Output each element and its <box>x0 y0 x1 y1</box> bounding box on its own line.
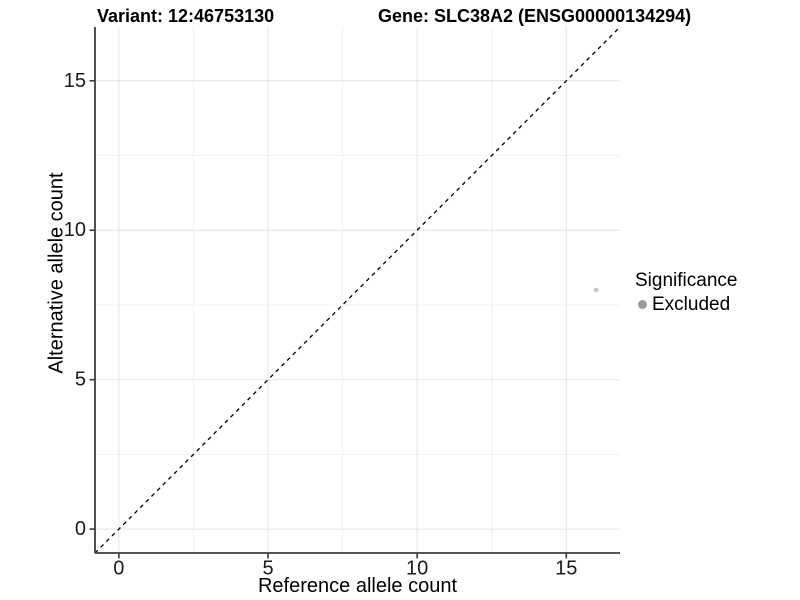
y-axis-title: Alternative allele count <box>45 172 68 374</box>
x-tick-label: 5 <box>262 558 273 580</box>
x-tick-label: 15 <box>555 558 577 580</box>
y-tick-label: 15 <box>64 70 86 92</box>
x-tick-label: 0 <box>113 558 124 580</box>
x-axis-title: Reference allele count <box>257 575 457 597</box>
legend-items: Excluded <box>635 294 737 316</box>
legend-item-label: Excluded <box>652 293 731 315</box>
variant-title: Variant: 12:46753130 <box>97 6 275 26</box>
legend: Significance Excluded <box>635 270 737 316</box>
x-tick-label: 10 <box>406 558 428 580</box>
legend-title: Significance <box>635 270 738 291</box>
y-tick-label: 0 <box>75 518 86 540</box>
gene-title: Gene: SLC38A2 (ENSG00000134294) <box>378 6 692 26</box>
y-tick-label: 5 <box>75 369 86 391</box>
legend-key-dot-icon <box>638 300 647 310</box>
identity-dashed-line <box>94 26 621 554</box>
y-tick-label: 10 <box>64 219 86 241</box>
legend-item: Excluded <box>638 294 737 316</box>
data-point <box>593 287 599 293</box>
